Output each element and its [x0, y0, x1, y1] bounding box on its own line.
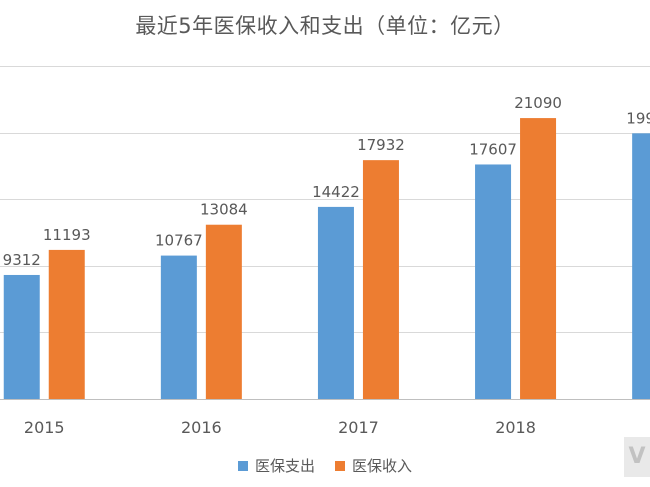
- data-label-income-2016: 13084: [200, 201, 248, 219]
- bar-expense-2019: [632, 133, 650, 400]
- bar-income-2018: [520, 118, 557, 399]
- data-label-expense-2019: 19945: [626, 109, 650, 127]
- bar-expense-2017: [317, 206, 354, 399]
- data-label-expense-2016: 10767: [155, 232, 203, 250]
- x-tick-label-2018: 2018: [495, 418, 536, 437]
- data-label-income-2018: 21090: [514, 94, 562, 112]
- x-tick-label-2016: 2016: [181, 418, 222, 437]
- x-tick-label-2017: 2017: [338, 418, 379, 437]
- chart-title: 最近5年医保收入和支出（单位：亿元）: [135, 14, 515, 38]
- x-tick-label-2015: 2015: [24, 418, 65, 437]
- legend-swatch-income: [335, 460, 345, 471]
- bar-expense-2015: [3, 274, 40, 399]
- data-label-expense-2015: 9312: [3, 251, 41, 269]
- data-label-expense-2017: 14422: [312, 183, 360, 201]
- bar-expense-2016: [160, 255, 197, 399]
- bar-income-2017: [362, 160, 399, 399]
- data-label-expense-2018: 17607: [469, 140, 517, 158]
- legend-item-expense: 医保支出: [237, 455, 315, 476]
- data-label-income-2015: 11193: [43, 226, 91, 244]
- legend-swatch-expense: [237, 460, 248, 471]
- legend-item-income: 医保收入: [335, 455, 412, 476]
- data-label-income-2017: 17932: [357, 136, 405, 154]
- bar-expense-2018: [475, 164, 512, 399]
- bar-income-2015: [48, 249, 85, 399]
- bar-income-2016: [205, 224, 242, 399]
- watermark-logo: V: [624, 437, 650, 477]
- legend-label-expense: 医保支出: [254, 457, 315, 475]
- legend-label-income: 医保收入: [352, 457, 413, 475]
- chart-legend: 医保支出 医保收入: [0, 455, 650, 476]
